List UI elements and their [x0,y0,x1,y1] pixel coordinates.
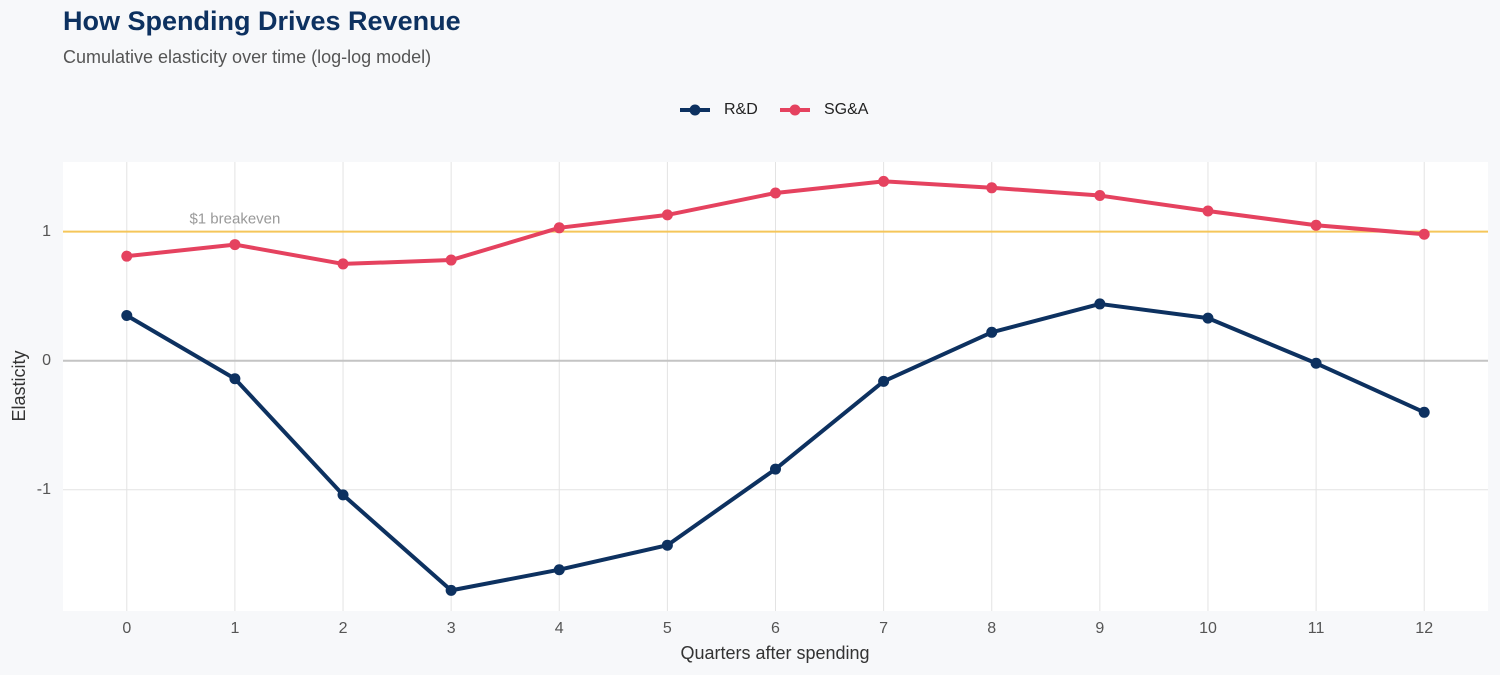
x-tick-label: 12 [1415,620,1433,637]
legend-label: R&D [724,101,758,118]
data-point [445,254,457,266]
data-point [661,209,673,221]
x-tick-label: 8 [987,620,996,637]
x-tick-label: 11 [1308,620,1325,637]
data-point [1094,190,1106,202]
data-point [1094,298,1106,310]
x-tick-label: 9 [1095,620,1104,637]
legend-marker [689,104,701,116]
x-tick-label: 3 [447,620,456,637]
x-tick-label: 6 [771,620,780,637]
data-point [770,187,781,199]
y-tick-label: 1 [42,223,51,240]
data-point [986,326,998,338]
data-point [986,182,998,194]
data-point [1202,205,1214,217]
data-point [553,564,565,576]
data-point [121,250,133,262]
x-axis-label: Quarters after spending [680,643,869,663]
legend-marker [789,104,801,116]
legend-label: SG&A [824,101,869,118]
x-tick-label: 2 [339,620,348,637]
x-tick-label: 5 [663,620,672,637]
data-point [878,175,890,187]
data-point [1310,357,1322,369]
y-tick-label: -1 [37,481,51,498]
chart-title: How Spending Drives Revenue [63,6,461,36]
data-point [878,375,890,387]
chart-subtitle: Cumulative elasticity over time (log-log… [63,47,431,67]
data-point [770,463,781,475]
data-point [121,310,133,322]
y-tick-label: 0 [42,352,51,369]
x-tick-label: 4 [555,620,564,637]
data-point [1418,406,1430,418]
data-point [1310,219,1322,231]
reference-label: $1 breakeven [189,211,280,228]
x-tick-label: 10 [1199,620,1217,637]
data-point [337,489,349,501]
data-point [445,584,457,596]
data-point [229,373,241,385]
data-point [1202,312,1214,324]
y-axis-label: Elasticity [9,350,29,421]
data-point [337,258,349,270]
data-point [1418,228,1430,240]
data-point [661,539,673,551]
data-point [229,239,241,251]
x-tick-label: 1 [230,620,239,637]
data-point [553,222,565,234]
x-tick-label: 7 [879,620,888,637]
x-tick-label: 0 [122,620,131,637]
